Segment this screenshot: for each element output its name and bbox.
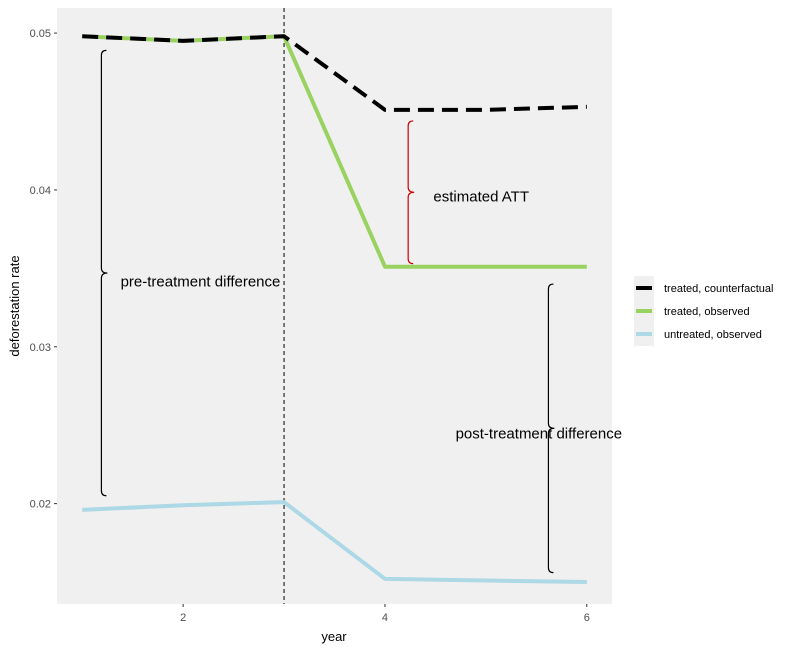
- y-tick-label-2: 0.04: [30, 185, 51, 197]
- y-tick-label-3: 0.05: [30, 28, 51, 40]
- legend-label-0: treated, counterfactual: [664, 283, 773, 295]
- series-line-2: [82, 500, 587, 584]
- annotation-label-2: post-treatment difference: [456, 426, 622, 443]
- legend-label-1: treated, observed: [664, 306, 750, 318]
- x-tick-label-0: 2: [180, 612, 186, 624]
- plot-panel: [57, 8, 612, 604]
- x-tick-label-1: 4: [382, 612, 388, 624]
- y-tick-label-1: 0.03: [30, 342, 51, 354]
- annotation-brace-2: [547, 283, 555, 574]
- series-line-0: [82, 34, 587, 112]
- y-tick-label-0: 0.02: [30, 499, 51, 511]
- chart-marks: pre-treatment difference estimated ATT pos…: [82, 8, 622, 604]
- x-axis-title: year: [321, 629, 347, 644]
- chart-axes: 2 4 6 0.02 0.03 0.04 0.05: [30, 28, 590, 624]
- annotation-label-1: estimated ATT: [433, 189, 529, 206]
- annotation-label-0: pre-treatment difference: [121, 273, 281, 290]
- legend: treated, counterfactual treated, observed…: [634, 276, 773, 346]
- y-axis-title: deforestation rate: [7, 255, 22, 356]
- annotation-brace-0: [100, 49, 108, 497]
- legend-label-2: untreated, observed: [664, 329, 762, 341]
- x-tick-label-2: 6: [584, 612, 590, 624]
